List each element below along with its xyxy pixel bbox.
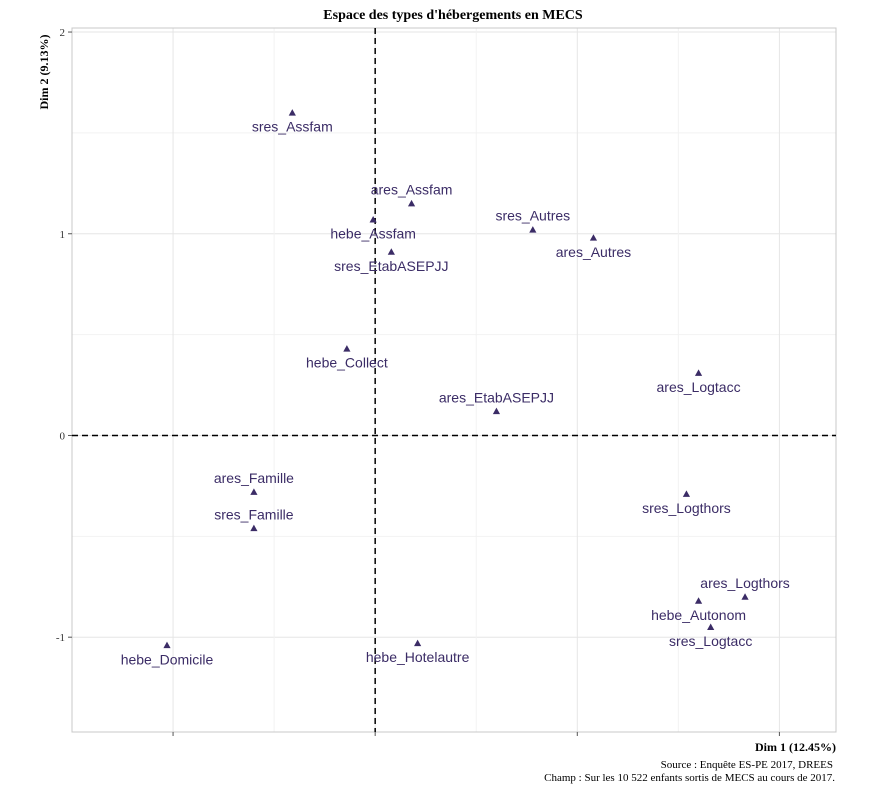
y-tick-label: 1 — [60, 229, 66, 241]
point-label-sres-autres: sres_Autres — [495, 208, 570, 224]
point-label-sres-etabasepjj: sres_EtabASEPJJ — [334, 258, 448, 274]
point-label-ares-autres: ares_Autres — [556, 244, 631, 260]
point-label-ares-assfam: ares_Assfam — [371, 181, 453, 197]
point-label-hebe-collect: hebe_Collect — [306, 355, 388, 371]
point-label-sres-logtacc: sres_Logtacc — [669, 633, 752, 649]
data-point-sres-etabasepjj — [387, 248, 395, 255]
data-point-ares-logthors — [741, 593, 749, 600]
data-points — [163, 109, 749, 649]
reference-lines — [72, 28, 836, 732]
point-label-sres-assfam: sres_Assfam — [252, 119, 333, 135]
point-label-hebe-domicile: hebe_Domicile — [121, 651, 214, 667]
point-label-hebe-hotelautre: hebe_Hotelautre — [366, 649, 470, 665]
data-point-ares-assfam — [407, 199, 416, 207]
data-point-sres-logtacc — [707, 623, 715, 630]
data-point-ares-famille — [250, 488, 258, 495]
grid — [71, 28, 836, 732]
y-axis-title: Dim 2 (9.13%) — [37, 35, 51, 110]
point-labels: sres_Assfam ares_Assfam hebe_Assfam sres_Et… — [121, 119, 790, 668]
plot-frame — [71, 27, 837, 733]
point-label-sres-logthors: sres_Logthors — [642, 500, 731, 516]
data-point-hebe-domicile — [163, 641, 171, 649]
caption-champ: Champ : Sur les 10 522 enfants sortis de… — [544, 772, 835, 784]
data-point-sres-assfam — [288, 109, 296, 116]
point-label-ares-logthors: ares_Logthors — [700, 575, 790, 591]
data-point-hebe-hotelautre — [414, 639, 422, 647]
data-point-hebe-collect — [343, 345, 351, 352]
y-tick-label: 2 — [60, 27, 66, 39]
y-tick-label: 0 — [60, 430, 66, 442]
x-axis-title: Dim 1 (12.45%) — [755, 740, 836, 754]
y-tick-labels: 2 1 0 -1 — [56, 27, 780, 736]
point-label-ares-logtacc: ares_Logtacc — [657, 379, 741, 395]
point-label-ares-etabasepjj: ares_EtabASEPJJ — [439, 389, 554, 405]
point-label-ares-famille: ares_Famille — [214, 470, 294, 486]
y-tick-label: -1 — [56, 632, 65, 644]
data-point-hebe-assfam — [369, 216, 377, 223]
data-point-ares-etabasepjj — [492, 407, 501, 415]
data-point-sres-autres — [529, 226, 537, 233]
data-point-ares-autres — [589, 234, 598, 241]
data-point-sres-logthors — [682, 490, 691, 497]
data-point-sres-famille — [250, 524, 258, 532]
data-point-ares-logtacc — [694, 369, 703, 376]
caption-source: Source : Enquête ES-PE 2017, DREES — [661, 759, 833, 771]
point-label-hebe-autonom: hebe_Autonom — [651, 607, 746, 623]
point-label-sres-famille: sres_Famille — [214, 506, 294, 522]
chart-title: Espace des types d'hébergements en MECS — [323, 8, 583, 23]
data-point-hebe-autonom — [694, 597, 703, 604]
point-label-hebe-assfam: hebe_Assfam — [330, 226, 416, 242]
